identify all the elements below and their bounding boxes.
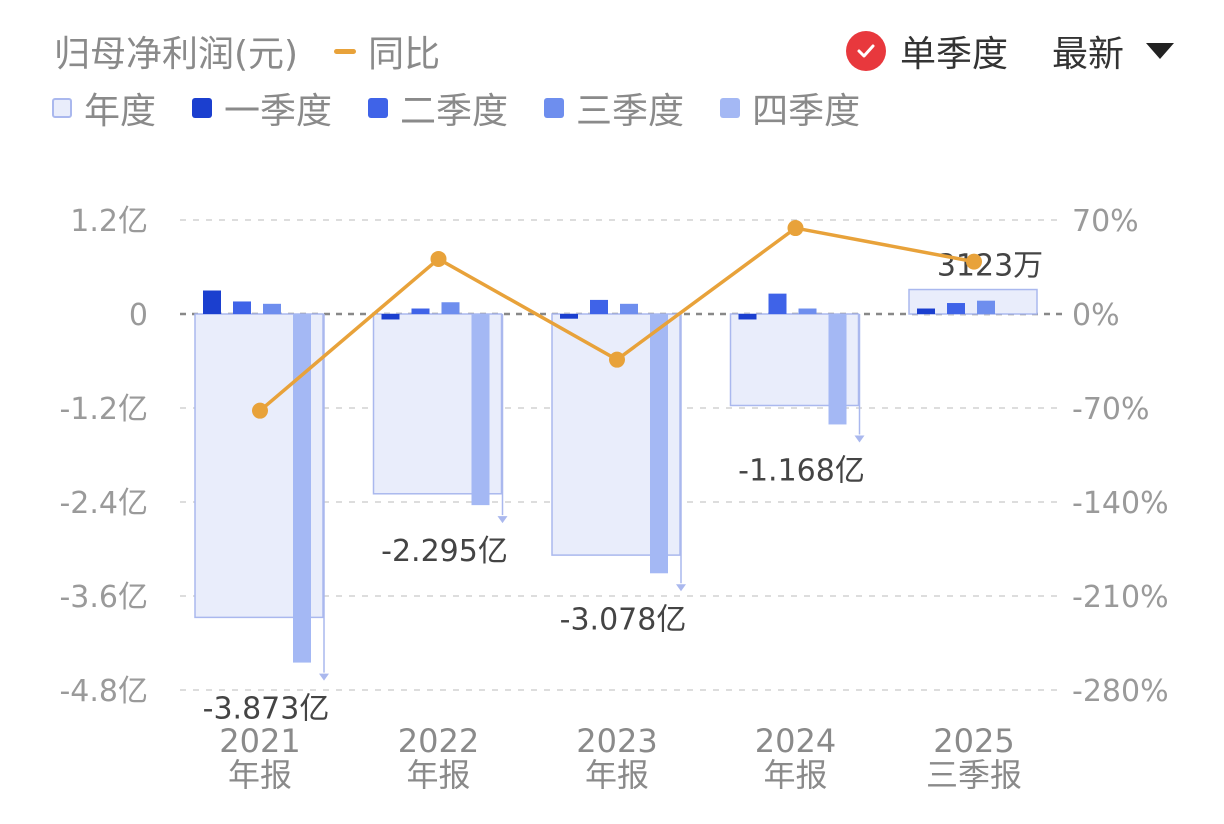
- quarter-bar-q3: [441, 302, 460, 314]
- annual-value-label: -3.873亿: [203, 692, 330, 727]
- x-tick-label-year: 2022: [398, 722, 479, 760]
- x-tick-label-year: 2024: [755, 722, 836, 760]
- legend-item-annual[interactable]: 年度: [52, 82, 156, 134]
- quarter-bar-q2: [411, 308, 430, 314]
- y-right-tick-label: -70%: [1072, 392, 1150, 427]
- yoy-legend-item[interactable]: 同比: [334, 25, 440, 77]
- legend-swatch-q2: [368, 98, 389, 118]
- legend-swatch-q1: [192, 98, 213, 118]
- y-left-tick-label: 1.2亿: [70, 204, 148, 239]
- quarter-bar-q1: [738, 314, 757, 320]
- yoy-point: [252, 402, 268, 419]
- chart-controls: 单季度 最新: [845, 26, 1174, 76]
- bracket-arrow: [497, 516, 508, 524]
- x-tick-label-period: 年报: [406, 756, 470, 794]
- annual-value-label: -1.168亿: [738, 453, 865, 488]
- y-right-tick-label: 70%: [1072, 204, 1139, 239]
- bracket-arrow: [854, 435, 865, 443]
- bracket-arrow: [676, 584, 686, 592]
- y-left-tick-label: -2.4亿: [59, 486, 148, 521]
- yoy-point: [430, 250, 447, 267]
- quarter-bar-q2: [768, 293, 787, 314]
- chart-header-legend: 归母净利润(元) 同比: [54, 26, 440, 76]
- quarter-bar-q4: [828, 314, 847, 425]
- legend-item-q1[interactable]: 一季度: [192, 82, 332, 134]
- legend-item-q2[interactable]: 二季度: [368, 82, 508, 134]
- y-left-tick-label: -4.8亿: [59, 674, 148, 709]
- metric-title[interactable]: 归母净利润(元): [54, 34, 299, 75]
- yoy-point: [609, 351, 625, 368]
- x-tick-label-year: 2025: [933, 722, 1014, 760]
- x-tick-label-period: 年报: [763, 756, 827, 794]
- quarter-bar-q3: [620, 303, 638, 314]
- quarter-bar-q3: [977, 300, 995, 314]
- quarter-bar-q1: [560, 314, 578, 319]
- legend-item-q4[interactable]: 四季度: [720, 82, 860, 134]
- legend-label-q2: 二季度: [400, 91, 509, 132]
- y-left-tick-label: -3.6亿: [59, 580, 148, 615]
- yoy-point: [787, 220, 804, 237]
- quarter-bar-q4: [471, 314, 490, 506]
- quarter-bar-q1: [917, 308, 935, 314]
- y-left-tick-label: 0: [129, 298, 148, 333]
- quarter-bar-q2: [233, 301, 251, 314]
- legend-label-q1: 一季度: [224, 91, 333, 132]
- x-tick-label-period: 年报: [585, 756, 649, 794]
- legend-item-q3[interactable]: 三季度: [544, 82, 684, 134]
- yoy-point: [966, 253, 982, 270]
- y-right-tick-label: -280%: [1072, 674, 1169, 709]
- annual-value-label: -2.295亿: [381, 534, 508, 569]
- quarter-bar-q4: [650, 314, 668, 574]
- legend-swatch-annual: [52, 98, 72, 118]
- x-tick-label-period: 年报: [228, 756, 292, 794]
- legend-swatch-q4: [720, 98, 741, 118]
- y-right-tick-label: 0%: [1072, 298, 1120, 333]
- y-right-tick-label: -210%: [1072, 580, 1169, 615]
- check-circle-icon[interactable]: [845, 31, 886, 71]
- legend-label-q3: 三季度: [576, 91, 685, 132]
- annual-value-label: 3123万: [937, 249, 1043, 284]
- quarter-bar-q4: [293, 314, 311, 663]
- x-tick-label-year: 2023: [576, 722, 657, 760]
- quarter-bar-q3: [798, 308, 817, 314]
- x-tick-label-period: 三季报: [926, 756, 1022, 794]
- quarter-bar-q2: [590, 299, 608, 314]
- caret-down-icon[interactable]: [1146, 43, 1174, 59]
- bracket-arrow: [319, 673, 329, 681]
- single-quarter-toggle[interactable]: 单季度: [899, 34, 1008, 75]
- legend-swatch-q3: [544, 98, 565, 118]
- series-legend: 年度 一季度 二季度 三季度 四季度: [52, 84, 896, 132]
- legend-label-q4: 四季度: [752, 91, 861, 132]
- yoy-legend-label: 同比: [368, 34, 441, 75]
- quarter-bar-q2: [947, 303, 965, 314]
- latest-dropdown[interactable]: 最新: [1051, 34, 1124, 75]
- quarter-bar-q1: [203, 290, 221, 314]
- y-right-tick-label: -140%: [1072, 486, 1169, 521]
- legend-label-annual: 年度: [84, 91, 157, 132]
- y-left-tick-label: -1.2亿: [59, 392, 148, 427]
- yoy-line-swatch: [334, 48, 357, 54]
- x-tick-label-year: 2021: [219, 722, 300, 760]
- annual-value-label: -3.078亿: [560, 602, 687, 637]
- quarter-bar-q1: [381, 314, 400, 320]
- quarter-bar-q3: [263, 303, 281, 314]
